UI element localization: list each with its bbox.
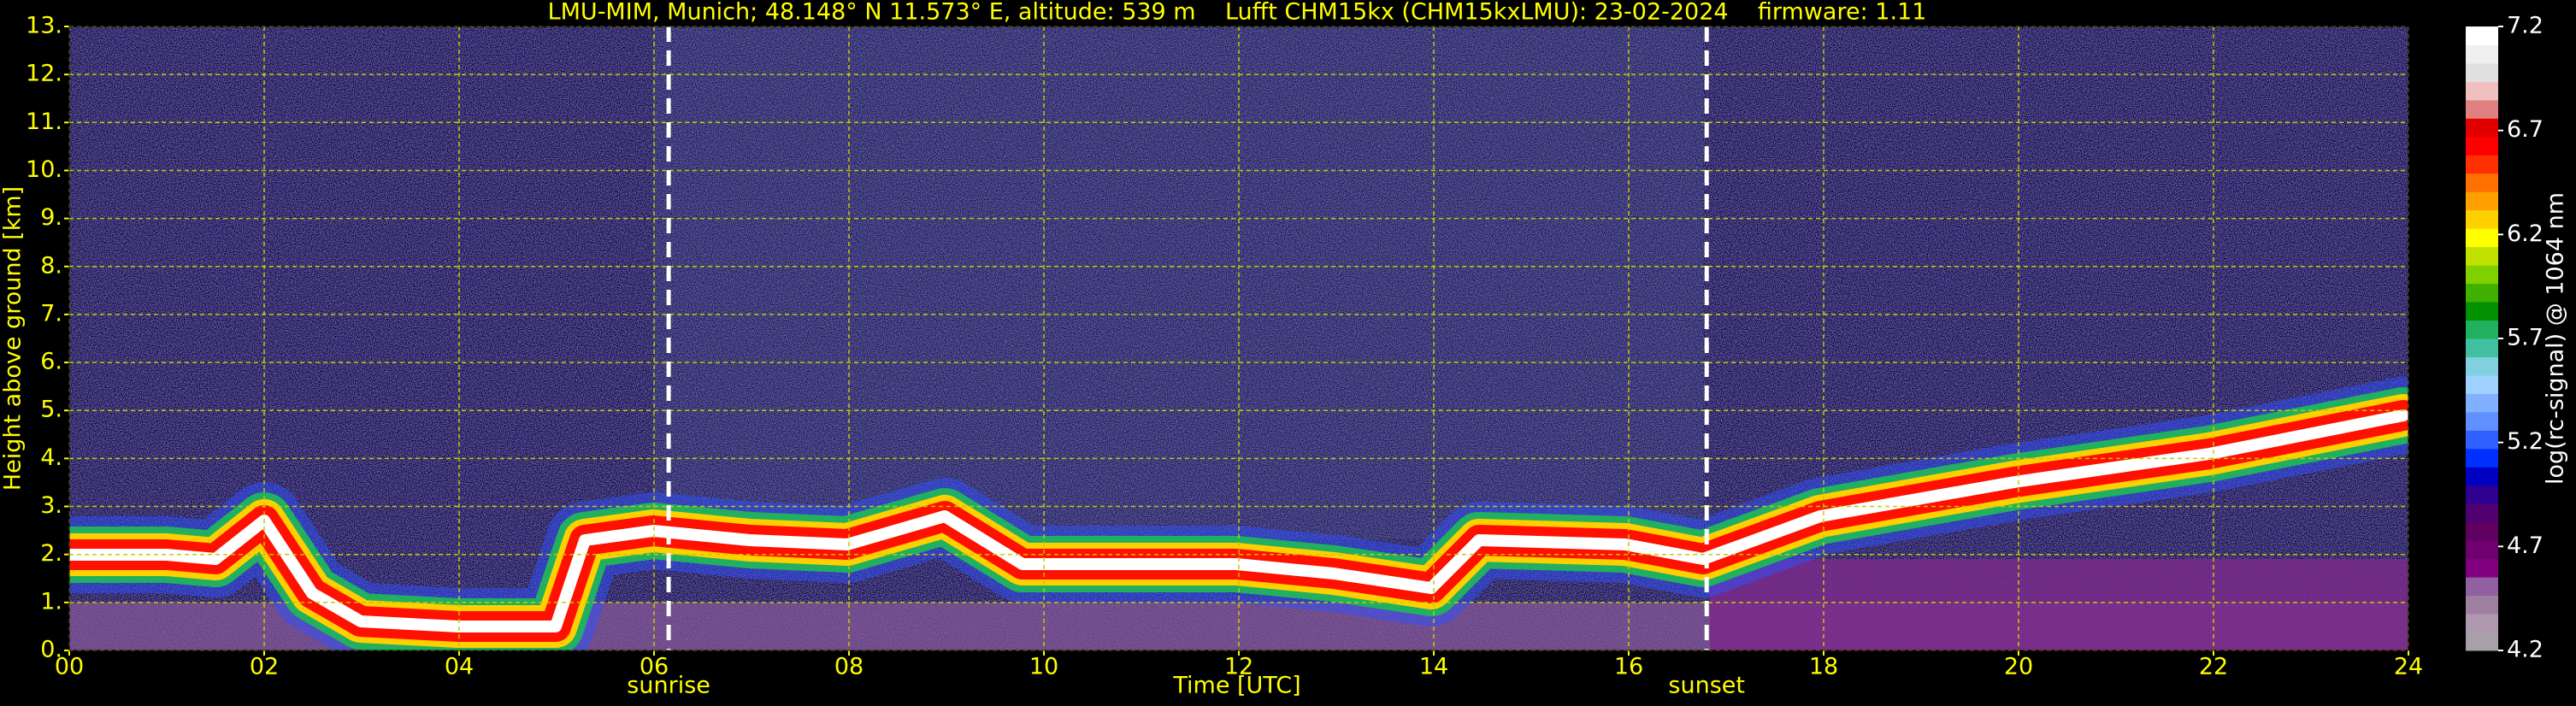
colorbar-cell [2466,209,2498,229]
y-tick-label: 0. [40,637,62,663]
colorbar-cell [2466,393,2498,413]
y-tick-label: 13. [26,13,62,39]
colorbar-cell [2466,338,2498,357]
colorbar-cell [2466,173,2498,192]
colorbar-cell [2466,283,2498,303]
colorbar-cell [2466,503,2498,523]
y-tick-label: 11. [26,109,62,135]
colorbar-tick-label: 7.2 [2507,13,2544,39]
colorbar-cell [2466,99,2498,119]
colorbar-cell [2466,374,2498,394]
colorbar-cell [2466,614,2498,633]
y-tick-label: 6. [40,349,62,375]
colorbar-cell [2466,356,2498,376]
colorbar-cell [2466,595,2498,615]
y-tick-label: 3. [40,492,62,519]
y-tick-label: 10. [26,156,62,183]
y-axis-label: Height above ground [km] [0,186,27,491]
colorbar-cell [2466,155,2498,174]
colorbar-cell [2466,430,2498,450]
colorbar-cell [2466,246,2498,266]
x-tick-label: 24 [2394,654,2423,680]
colorbar-tick-label: 6.7 [2507,116,2544,143]
colorbar-cell [2466,81,2498,101]
x-tick-label: 06 [640,654,669,680]
x-tick-label: 00 [55,654,84,680]
colorbar-cell [2466,485,2498,504]
x-tick-label: 12 [1224,654,1253,680]
chart-title: LMU-MIM, Munich; 48.148° N 11.573° E, al… [548,0,1927,26]
y-tick-label: 12. [26,61,62,87]
colorbar-tick-label: 5.2 [2507,428,2544,455]
colorbar-cell [2466,577,2498,597]
colorbar-cell [2466,302,2498,321]
colorbar-cell [2466,558,2498,578]
colorbar-tick-label: 5.7 [2507,325,2544,351]
y-tick-label: 8. [40,252,62,279]
colorbar-cell [2466,521,2498,541]
x-tick-label: 20 [2004,654,2033,680]
x-axis-label: Time [UTC] [1172,673,1300,699]
x-tick-label: 08 [834,654,864,680]
y-tick-label: 9. [40,204,62,231]
colorbar-cell [2466,411,2498,431]
x-tick-label: 10 [1029,654,1058,680]
y-tick-label: 5. [40,397,62,423]
y-tick-label: 4. [40,444,62,471]
colorbar-cell [2466,62,2498,82]
colorbar-cell [2466,118,2498,138]
y-tick-label: 2. [40,540,62,567]
y-tick-label: 7. [40,300,62,327]
x-tick-label: 18 [1809,654,1838,680]
x-tick-label: 14 [1419,654,1448,680]
annotation-label: sunrise [627,673,710,699]
colorbar-cell [2466,632,2498,651]
plot-frame [68,26,2409,651]
colorbar-tick-label: 4.7 [2507,532,2544,559]
x-tick-label: 04 [445,654,474,680]
x-tick-label: 16 [1614,654,1643,680]
x-tick-label: 02 [250,654,279,680]
colorbar-tick-label: 4.2 [2507,637,2544,663]
colorbar-cell [2466,44,2498,64]
colorbar-cell [2466,448,2498,468]
colorbar-cell [2466,265,2498,285]
x-tick-label: 22 [2199,654,2228,680]
y-tick-label: 1. [40,588,62,615]
colorbar-tick-label: 6.2 [2507,221,2544,247]
colorbar-cell [2466,191,2498,211]
colorbar-cell [2466,540,2498,560]
colorbar-cell [2466,228,2498,248]
colorbar-cell [2466,26,2498,45]
annotation-label: sunset [1668,673,1745,699]
colorbar-label: log(rc-signal) @ 1064 nm [2543,192,2569,485]
colorbar-cell [2466,467,2498,486]
colorbar-cell [2466,320,2498,339]
colorbar-cell [2466,136,2498,156]
